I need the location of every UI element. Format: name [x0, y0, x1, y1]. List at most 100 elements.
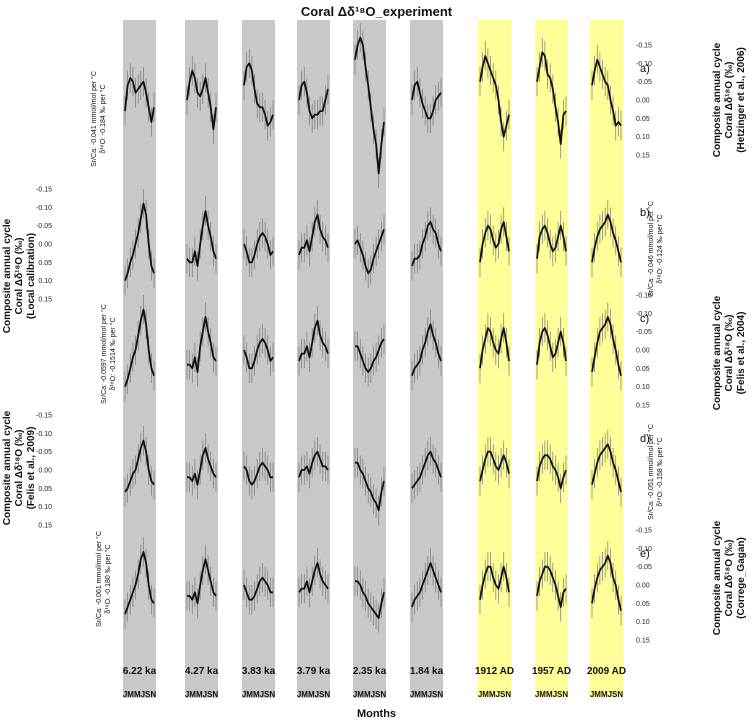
y-tick-label: 0.05 — [636, 366, 650, 373]
row-label: e) — [640, 548, 650, 560]
series-line — [124, 308, 155, 387]
row-labels: a) b) c) d) e) — [640, 63, 650, 560]
series-line — [536, 224, 567, 259]
y-tick-label: 0.15 — [636, 638, 650, 645]
right-axis-title-a: Composite annual cycle Coral Δδ¹⁸O (‰) (… — [712, 30, 748, 170]
series-line — [479, 327, 510, 369]
calibration-line: Sr/Ca: -0.041 mmol/mol per °C — [91, 71, 98, 167]
series-line — [187, 316, 217, 373]
series-line — [243, 232, 274, 264]
y-tick-label: 0.00 — [636, 98, 650, 105]
series-line — [243, 576, 273, 601]
series-line — [298, 213, 329, 256]
calibration-note-d: Sr/Ca: -0.051 mmol/mol per °C δ¹⁸O: -0.1… — [647, 412, 665, 532]
axis-title-line: Composite annual cycle — [712, 295, 723, 411]
y-tick-label: -0.15 — [36, 413, 52, 420]
site-label: 4.27 ka — [185, 666, 219, 677]
series-line — [536, 565, 567, 608]
calibration-note-e: Sr/Ca: -0.061 mmol/mol per °C δ¹⁸O: -0.1… — [95, 519, 113, 639]
y-tick-label: 0.00 — [636, 583, 650, 590]
calibration-line: Sr/Ca: -0.0597 mmol/mol per °C — [101, 304, 108, 404]
y-tick-label: 0.10 — [38, 504, 52, 511]
left-y-ticks: -0.15 -0.10 -0.05 0.00 0.05 0.10 0.15 -0.15 -0.1… — [36, 187, 52, 530]
axis-title-line: (Felis et al., 2009) — [26, 426, 37, 510]
series-line — [354, 36, 385, 175]
series-line — [186, 210, 217, 267]
y-tick-label: 0.05 — [636, 116, 650, 123]
left-axis-title-upper: Composite annual cycle Coral Δδ¹⁸O (‰) (… — [2, 211, 38, 341]
series-line — [243, 338, 274, 370]
y-tick-label: -0.15 — [636, 528, 652, 535]
series-line — [591, 316, 622, 376]
calibration-line: δ¹⁸O: -0.124 ‰ per °C — [657, 214, 664, 284]
y-tick-label: 0.10 — [636, 619, 650, 626]
series-line — [243, 461, 273, 486]
series-line — [536, 454, 567, 490]
site-label: 1912 AD — [475, 666, 514, 677]
axis-title-line: (Local calibration) — [26, 232, 37, 320]
chart-title: Coral Δδ¹⁸O_experiment — [300, 4, 453, 19]
series-line — [354, 229, 385, 275]
series-line — [479, 55, 510, 138]
y-tick-label: 0.15 — [636, 403, 650, 410]
series-layer — [124, 23, 622, 633]
y-tick-label: -0.05 — [636, 79, 652, 86]
y-tick-label: 0.00 — [38, 468, 52, 475]
right-axis-title-c: Composite annual cycle Coral Δδ¹⁸O (‰) (… — [712, 288, 748, 418]
series-line — [591, 213, 622, 263]
series-line — [411, 562, 442, 608]
series-line — [355, 338, 385, 373]
calibration-note-a: Sr/Ca: -0.041 mmol/mol per °C δ¹⁸O: -0.1… — [90, 64, 108, 174]
axis-title-line: Coral Δδ¹⁸O (‰) — [724, 314, 735, 392]
y-tick-label: -0.10 — [636, 61, 652, 68]
series-line — [411, 80, 442, 120]
month-labels: JMMJSN JMMJSN JMMJSN JMMJSN JMMJSN JMMJSN JMMJ… — [123, 690, 624, 699]
series-line — [411, 450, 442, 489]
row-label: c) — [640, 313, 649, 325]
series-line — [124, 202, 155, 281]
month-tick-label: JMMJSN — [242, 690, 276, 699]
calibration-line: Sr/Ca: -0.061 mmol/mol per °C — [96, 531, 103, 627]
row-label: a) — [640, 63, 650, 75]
y-tick-label: 0.15 — [38, 297, 52, 304]
y-tick-label: 0.05 — [38, 486, 52, 493]
calibration-line: Sr/Ca: -0.051 mmol/mol per °C — [648, 424, 655, 520]
series-line — [186, 69, 217, 131]
y-tick-label: -0.15 — [636, 293, 652, 300]
month-tick-label: JMMJSN — [478, 690, 512, 699]
axis-title-line: Coral Δδ¹⁸O (‰) — [724, 539, 735, 617]
axis-title-line: (Correge_Gagan) — [736, 537, 747, 619]
calibration-line: δ¹⁸O: -0.1514 ‰ per °C — [110, 317, 117, 391]
series-line — [591, 554, 622, 611]
site-label: 1957 AD — [532, 666, 571, 677]
axis-title-line: (Hetzinger et al., 2006) — [736, 47, 747, 153]
y-tick-label: -0.10 — [36, 431, 52, 438]
series-line — [355, 461, 385, 512]
series-line — [591, 58, 622, 127]
y-tick-label: -0.15 — [636, 43, 652, 50]
site-band — [353, 20, 386, 698]
series-line — [536, 51, 567, 145]
series-line — [355, 580, 385, 619]
series-line — [298, 450, 329, 478]
site-label: 3.83 ka — [242, 666, 276, 677]
series-line — [243, 62, 274, 127]
y-tick-label: 0.10 — [38, 278, 52, 285]
axis-title-line: Coral Δδ¹⁸O (‰) — [14, 237, 25, 315]
right-axis-title-e: Composite annual cycle Coral Δδ¹⁸O (‰) (… — [712, 513, 748, 643]
calibration-note-b: Sr/Ca: -0.046 mmol/mol per °C δ¹⁸O: -0.1… — [647, 189, 665, 309]
calibration-line: δ¹⁸O: -0.158 ‰ per °C — [657, 437, 664, 507]
series-line — [479, 565, 510, 600]
x-axis-label: Months — [356, 708, 397, 720]
y-tick-label: 0.15 — [636, 153, 650, 160]
series-line — [124, 77, 155, 123]
series-line — [411, 221, 442, 267]
series-line — [298, 80, 329, 120]
row-label: d) — [640, 433, 650, 445]
series-line — [536, 327, 567, 365]
axis-title-line: Coral Δδ¹⁸O (‰) — [14, 429, 25, 507]
row-label: b) — [640, 207, 650, 219]
site-label: 6.22 ka — [123, 666, 157, 677]
series-line — [411, 323, 442, 376]
axis-title-line: Composite annual cycle — [712, 520, 723, 636]
